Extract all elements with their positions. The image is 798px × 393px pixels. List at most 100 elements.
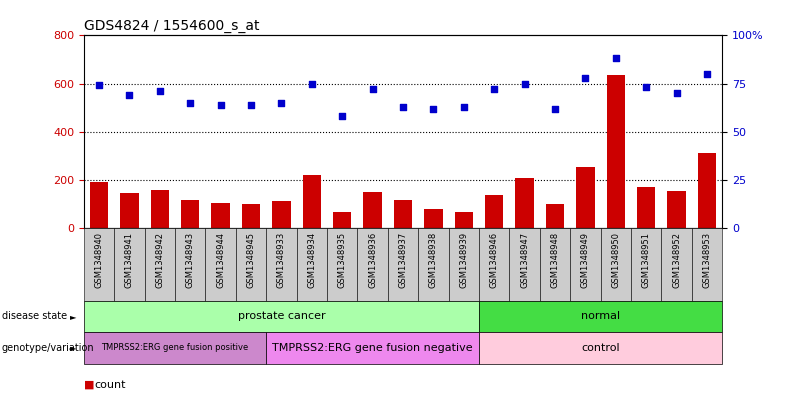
Bar xyxy=(120,193,139,228)
Bar xyxy=(662,228,692,301)
Bar xyxy=(394,200,412,228)
Point xyxy=(336,113,349,119)
Bar xyxy=(425,209,443,228)
Text: GSM1348938: GSM1348938 xyxy=(429,231,438,288)
Bar xyxy=(144,228,175,301)
Bar xyxy=(571,228,601,301)
Text: TMPRSS2:ERG gene fusion positive: TMPRSS2:ERG gene fusion positive xyxy=(101,343,249,352)
Bar xyxy=(333,212,351,228)
Text: GSM1348944: GSM1348944 xyxy=(216,231,225,288)
Bar xyxy=(448,228,479,301)
Bar xyxy=(546,204,564,228)
Text: GSM1348950: GSM1348950 xyxy=(611,231,620,288)
Bar xyxy=(485,195,504,228)
Text: GSM1348951: GSM1348951 xyxy=(642,231,650,288)
Bar xyxy=(267,332,479,364)
Text: GSM1348949: GSM1348949 xyxy=(581,231,590,288)
Bar xyxy=(637,187,655,228)
Bar xyxy=(418,228,448,301)
Text: GSM1348952: GSM1348952 xyxy=(672,231,681,288)
Bar xyxy=(272,202,290,228)
Point xyxy=(93,82,105,88)
Text: TMPRSS2:ERG gene fusion negative: TMPRSS2:ERG gene fusion negative xyxy=(272,343,473,353)
Bar xyxy=(235,228,267,301)
Bar xyxy=(302,175,321,228)
Point xyxy=(488,86,500,92)
Point xyxy=(153,88,166,94)
Text: disease state: disease state xyxy=(2,311,67,321)
Bar xyxy=(539,228,571,301)
Point xyxy=(306,80,318,86)
Text: GSM1348948: GSM1348948 xyxy=(551,231,559,288)
Point xyxy=(184,99,196,106)
Text: GSM1348946: GSM1348946 xyxy=(490,231,499,288)
Point xyxy=(123,92,136,98)
Text: GSM1348939: GSM1348939 xyxy=(460,231,468,288)
Point xyxy=(670,90,683,96)
Text: prostate cancer: prostate cancer xyxy=(238,311,326,321)
Point xyxy=(214,101,227,108)
Bar xyxy=(601,228,631,301)
Text: GDS4824 / 1554600_s_at: GDS4824 / 1554600_s_at xyxy=(84,19,259,33)
Bar xyxy=(242,204,260,228)
Bar xyxy=(606,75,625,228)
Bar xyxy=(479,228,509,301)
Text: control: control xyxy=(581,343,620,353)
Text: ■: ■ xyxy=(84,380,94,390)
Text: GSM1348937: GSM1348937 xyxy=(398,231,408,288)
Text: GSM1348942: GSM1348942 xyxy=(156,231,164,288)
Point xyxy=(610,55,622,62)
Bar xyxy=(576,167,595,228)
Bar xyxy=(205,228,235,301)
Text: genotype/variation: genotype/variation xyxy=(2,343,94,353)
Bar xyxy=(84,332,267,364)
Bar xyxy=(516,178,534,228)
Bar xyxy=(698,153,716,228)
Text: ►: ► xyxy=(70,312,77,321)
Point xyxy=(275,99,288,106)
Bar xyxy=(479,301,722,332)
Bar xyxy=(181,200,200,228)
Text: GSM1348934: GSM1348934 xyxy=(307,231,316,288)
Text: GSM1348935: GSM1348935 xyxy=(338,231,346,288)
Bar xyxy=(267,228,297,301)
Bar xyxy=(84,228,114,301)
Point xyxy=(640,84,653,90)
Bar xyxy=(631,228,662,301)
Bar xyxy=(667,191,685,228)
Bar xyxy=(358,228,388,301)
Point xyxy=(548,105,561,112)
Text: GSM1348940: GSM1348940 xyxy=(94,231,104,288)
Bar xyxy=(479,332,722,364)
Point xyxy=(397,103,409,110)
Point xyxy=(701,71,713,77)
Text: GSM1348943: GSM1348943 xyxy=(186,231,195,288)
Bar xyxy=(84,301,479,332)
Text: ►: ► xyxy=(70,343,77,352)
Bar xyxy=(297,228,327,301)
Text: normal: normal xyxy=(581,311,620,321)
Point xyxy=(427,105,440,112)
Bar xyxy=(692,228,722,301)
Bar xyxy=(114,228,144,301)
Text: GSM1348953: GSM1348953 xyxy=(702,231,712,288)
Point xyxy=(245,101,258,108)
Text: count: count xyxy=(94,380,125,390)
Point xyxy=(366,86,379,92)
Bar xyxy=(175,228,205,301)
Bar xyxy=(455,211,473,228)
Bar xyxy=(363,192,381,228)
Point xyxy=(457,103,470,110)
Bar xyxy=(388,228,418,301)
Text: GSM1348945: GSM1348945 xyxy=(247,231,255,288)
Text: GSM1348936: GSM1348936 xyxy=(368,231,377,288)
Point xyxy=(579,75,592,81)
Text: GSM1348941: GSM1348941 xyxy=(125,231,134,288)
Bar xyxy=(90,182,108,228)
Text: GSM1348933: GSM1348933 xyxy=(277,231,286,288)
Bar xyxy=(211,203,230,228)
Bar xyxy=(327,228,358,301)
Bar xyxy=(151,190,169,228)
Text: GSM1348947: GSM1348947 xyxy=(520,231,529,288)
Bar xyxy=(509,228,539,301)
